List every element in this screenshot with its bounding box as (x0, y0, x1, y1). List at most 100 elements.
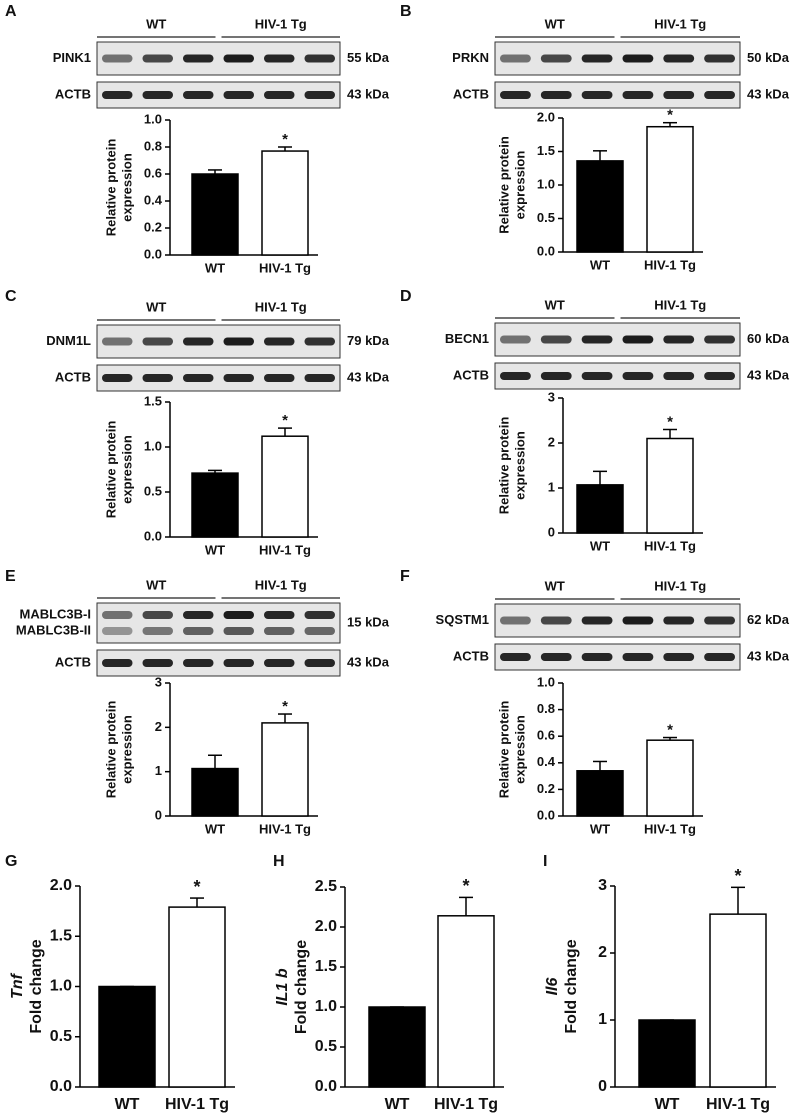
x-tick-label: WT (590, 821, 610, 836)
blot-band (183, 374, 214, 382)
y-axis-label: Il6 (544, 978, 561, 996)
blot-band (500, 372, 531, 380)
blot-band (183, 337, 214, 346)
y-tick-label: 1.5 (50, 927, 72, 944)
y-tick-label: 0.0 (537, 807, 555, 822)
blot-band (183, 54, 214, 63)
blot-row-label: SQSTM1 (436, 612, 489, 627)
x-tick-label: WT (205, 260, 225, 275)
bar (261, 435, 309, 538)
blot-row-label: ACTB (55, 369, 91, 384)
blot-strip (96, 41, 341, 76)
group-label: HIV-1 Tg (654, 297, 706, 312)
blot-band (304, 659, 335, 667)
group-label: HIV-1 Tg (654, 578, 706, 593)
blot-band (704, 54, 735, 63)
blot-band (264, 54, 295, 63)
x-tick-label: WT (590, 257, 610, 272)
panel-label: D (400, 288, 412, 305)
y-axis-label: Tnf (9, 972, 26, 999)
panel: A WT HIV-1 Tg PINK1 55 kDa ACTB 43 kDa 0.0 0.2 0.… (5, 3, 390, 275)
blot-strip (494, 362, 741, 390)
blot-size-label: 60 kDa (747, 331, 790, 346)
blot-band (264, 337, 295, 346)
panel: I 0 1 2 3 Il6 Fold change WT HIV-1 Tg * (543, 853, 776, 1113)
x-tick-label: WT (205, 542, 225, 557)
blot-band (704, 616, 735, 625)
blot-band (304, 374, 335, 382)
blot-band (264, 374, 295, 382)
panel: H 0.0 0.5 1.0 1.5 2.0 2.5 IL1 b Fold change WT HIV… (273, 853, 504, 1113)
blot-band (500, 616, 531, 625)
significance-mark: * (667, 107, 673, 124)
blot-row-label: PINK1 (53, 50, 91, 65)
bar (638, 1019, 696, 1088)
blot-band (304, 91, 335, 99)
y-tick-label: 2.0 (537, 109, 555, 124)
y-tick-label: 1.5 (537, 143, 555, 158)
panel-label: G (5, 853, 17, 870)
blot-band (223, 91, 254, 99)
y-tick-label: 3 (548, 389, 555, 404)
y-tick-label: 3 (598, 877, 607, 894)
panel: B WT HIV-1 Tg PRKN 50 kDa ACTB 43 kDa 0.0 0.5 1.0… (400, 3, 790, 272)
blot-band (704, 91, 735, 99)
blot-row-label: PRKN (452, 50, 489, 65)
blot-band (663, 653, 695, 661)
blot-row-label: ACTB (453, 648, 489, 663)
y-tick-label: 1.0 (537, 176, 555, 191)
blot-row-label: MABLC3B-I (20, 606, 92, 621)
blot-band (223, 611, 254, 619)
blot-row-label: ACTB (55, 86, 91, 101)
x-tick-label: HIV-1 Tg (165, 1096, 229, 1113)
blot-band (663, 91, 695, 99)
blot-row-label: ACTB (55, 654, 91, 669)
blot-band (663, 616, 695, 625)
blot-band (540, 653, 572, 661)
y-tick-label: 3 (155, 674, 162, 689)
blot-strip (96, 602, 341, 644)
y-tick-label: 0.5 (144, 483, 162, 498)
significance-mark: * (667, 413, 673, 430)
significance-mark: * (282, 698, 288, 715)
group-label: WT (146, 299, 166, 314)
blot-band (304, 627, 335, 635)
y-tick-label: 0.6 (537, 728, 555, 743)
blot-row-label: DNM1L (46, 333, 91, 348)
blot-strip (96, 324, 341, 359)
x-tick-label: HIV-1 Tg (259, 260, 311, 275)
blot-strip (494, 322, 741, 357)
blot-band (540, 616, 572, 625)
y-tick-label: 0.6 (144, 165, 162, 180)
blot-size-label: 50 kDa (747, 50, 790, 65)
y-axis-label: expression (512, 431, 527, 500)
y-tick-label: 1.5 (315, 958, 337, 975)
y-tick-label: 0.2 (537, 781, 555, 796)
y-axis-label: Fold change (293, 940, 310, 1034)
bar (576, 160, 624, 253)
bar (261, 150, 309, 256)
y-tick-label: 2 (548, 434, 555, 449)
bar (191, 767, 239, 817)
blot-size-label: 62 kDa (747, 612, 790, 627)
panel-label: I (543, 853, 547, 870)
y-tick-label: 0.0 (537, 243, 555, 258)
x-tick-label: HIV-1 Tg (706, 1096, 770, 1113)
significance-mark: * (193, 877, 200, 897)
y-tick-label: 0.0 (50, 1078, 72, 1095)
x-tick-label: WT (385, 1096, 410, 1113)
blot-band (704, 335, 735, 344)
blot-band (581, 335, 613, 344)
y-tick-label: 0.5 (537, 210, 555, 225)
blot-band (581, 653, 613, 661)
blot-band (142, 659, 173, 667)
y-tick-label: 1.0 (144, 438, 162, 453)
blot-band (264, 659, 295, 667)
blot-band (622, 91, 654, 99)
bar (191, 472, 239, 538)
y-axis-label: expression (119, 715, 134, 784)
blot-band (142, 627, 173, 635)
blot-row-label: BECN1 (445, 331, 489, 346)
